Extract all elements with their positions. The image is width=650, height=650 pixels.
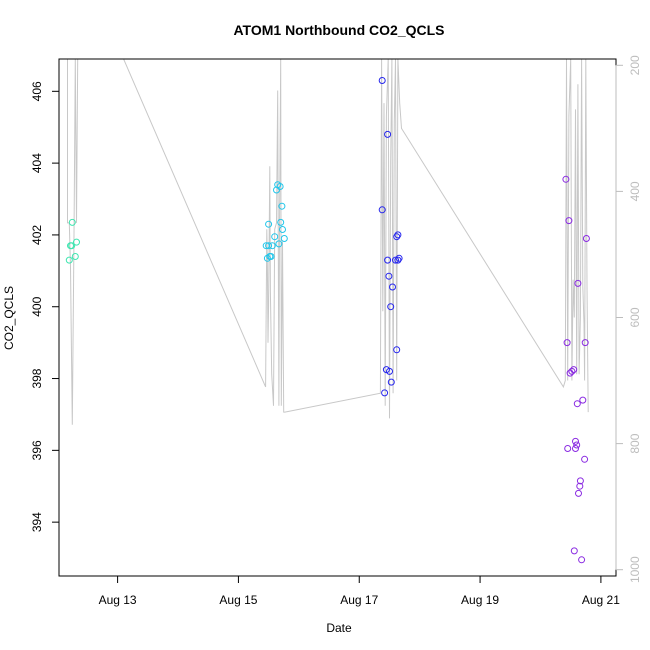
data-point — [384, 130, 392, 138]
y-tick-label: 402 — [30, 225, 44, 245]
data-point — [68, 218, 76, 226]
data-point — [387, 303, 395, 311]
chart-title: ATOM1 Northbound CO2_QCLS — [233, 22, 444, 38]
x-tick-label: Aug 15 — [219, 593, 257, 607]
data-point — [265, 220, 273, 228]
data-point — [578, 556, 586, 564]
data-point — [68, 242, 76, 250]
data-point — [572, 437, 579, 445]
data-point — [273, 186, 280, 194]
data-point — [385, 272, 393, 280]
data-point — [582, 235, 590, 242]
data-point — [265, 242, 273, 250]
data-point — [271, 233, 279, 241]
data-point — [389, 283, 396, 291]
secondary-line-layer — [67, 59, 589, 425]
data-point — [563, 339, 571, 347]
data-point — [393, 233, 401, 241]
points-layer — [65, 77, 590, 564]
y-tick-label: 396 — [30, 440, 44, 460]
x-tick-label: Aug 19 — [461, 593, 499, 607]
data-point — [575, 489, 582, 497]
data-point — [570, 366, 578, 374]
x-tick-label: Aug 21 — [582, 593, 620, 607]
y-tick-label: 404 — [30, 153, 44, 173]
secondary-tick-label: 200 — [628, 55, 642, 75]
x-tick-label: Aug 13 — [99, 593, 137, 607]
data-point — [278, 202, 286, 210]
data-point — [568, 367, 576, 375]
data-point — [384, 256, 392, 264]
data-point — [276, 183, 284, 190]
data-point — [381, 389, 389, 397]
data-point — [275, 240, 283, 248]
secondary-tick-label: 800 — [628, 433, 642, 453]
data-point — [576, 477, 584, 485]
plot-frame — [58, 58, 617, 577]
secondary-tick-label: 400 — [628, 181, 642, 201]
data-point — [572, 445, 579, 452]
data-point — [581, 339, 589, 347]
data-point — [392, 256, 399, 264]
x-axis: Aug 13 Aug 15 Aug 17 Aug 19 Aug 21 — [99, 575, 620, 607]
data-point — [394, 256, 402, 264]
secondary-y-axis: 200 400 600 800 1000 — [615, 55, 642, 583]
data-point — [395, 254, 403, 262]
data-point — [73, 238, 80, 246]
data-point — [267, 253, 275, 260]
data-point — [574, 279, 582, 287]
x-axis-label: Date — [326, 621, 352, 635]
y-axis-label: CO2_QCLS — [2, 286, 16, 350]
data-point — [394, 231, 402, 239]
data-point — [71, 253, 79, 260]
secondary-series-line — [67, 59, 589, 425]
data-point — [564, 445, 572, 452]
y-tick-label: 400 — [30, 296, 44, 316]
data-point — [393, 346, 401, 354]
data-point — [280, 235, 288, 242]
data-point — [387, 378, 395, 386]
data-point — [565, 217, 573, 225]
data-point — [277, 218, 285, 226]
secondary-tick-label: 1000 — [628, 556, 642, 583]
data-point — [562, 175, 570, 183]
y-axis: 394 396 398 400 402 404 406 — [30, 81, 60, 532]
data-point — [386, 367, 393, 375]
data-point — [573, 400, 581, 408]
y-tick-label: 398 — [30, 368, 44, 388]
data-point — [576, 482, 584, 490]
data-point — [378, 77, 386, 84]
y-tick-label: 406 — [30, 81, 44, 101]
data-point — [579, 396, 587, 404]
data-point — [573, 441, 581, 449]
data-point — [566, 369, 574, 377]
data-point — [570, 547, 578, 555]
data-point — [268, 242, 276, 250]
data-point — [378, 206, 386, 214]
data-point — [581, 455, 589, 463]
secondary-tick-label: 600 — [628, 307, 642, 327]
data-point — [279, 226, 286, 233]
y-tick-label: 394 — [30, 512, 44, 532]
x-tick-label: Aug 17 — [340, 593, 378, 607]
data-point — [65, 256, 73, 264]
